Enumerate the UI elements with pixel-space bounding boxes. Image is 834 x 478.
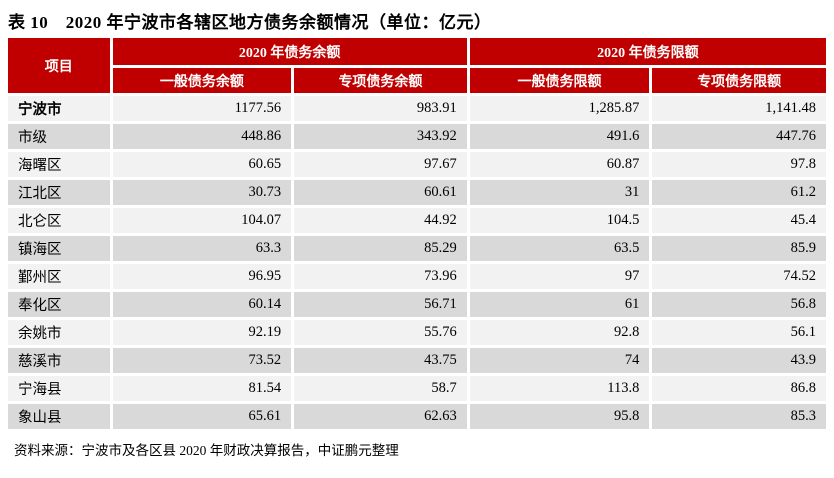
cell-special-limit: 97.8 [652, 152, 826, 177]
cell-general-balance: 60.14 [112, 292, 292, 317]
cell-general-balance: 1177.56 [112, 96, 292, 121]
debt-table: 项目 2020 年债务余额 2020 年债务限额 一般债务余额 专项债务余额 一… [5, 35, 829, 432]
cell-general-limit: 491.6 [469, 124, 650, 149]
table-body: 宁波市 1177.56 983.91 1,285.87 1,141.48 市级 … [8, 96, 826, 429]
table-row: 宁波市 1177.56 983.91 1,285.87 1,141.48 [8, 96, 826, 121]
cell-special-limit: 1,141.48 [652, 96, 826, 121]
cell-special-balance: 55.76 [294, 320, 467, 345]
table-header: 项目 2020 年债务余额 2020 年债务限额 一般债务余额 专项债务余额 一… [8, 38, 826, 93]
table-row: 海曙区 60.65 97.67 60.87 97.8 [8, 152, 826, 177]
cell-special-balance: 44.92 [294, 208, 467, 233]
table-row: 镇海区 63.3 85.29 63.5 85.9 [8, 236, 826, 261]
cell-special-limit: 74.52 [652, 264, 826, 289]
cell-special-limit: 56.1 [652, 320, 826, 345]
row-label: 余姚市 [8, 320, 110, 345]
cell-general-limit: 92.8 [469, 320, 650, 345]
cell-special-limit: 85.9 [652, 236, 826, 261]
row-label: 奉化区 [8, 292, 110, 317]
row-label: 江北区 [8, 180, 110, 205]
table-row: 奉化区 60.14 56.71 61 56.8 [8, 292, 826, 317]
table-title: 表 10 2020 年宁波市各辖区地方债务余额情况（单位：亿元） [8, 13, 492, 32]
cell-general-balance: 63.3 [112, 236, 292, 261]
table-row: 象山县 65.61 62.63 95.8 85.3 [8, 404, 826, 429]
header-general-limit: 一般债务限额 [469, 68, 650, 93]
table-row: 宁海县 81.54 58.7 113.8 86.8 [8, 376, 826, 401]
cell-special-balance: 43.75 [294, 348, 467, 373]
cell-general-limit: 113.8 [469, 376, 650, 401]
cell-general-limit: 1,285.87 [469, 96, 650, 121]
table-row: 北仑区 104.07 44.92 104.5 45.4 [8, 208, 826, 233]
cell-general-balance: 81.54 [112, 376, 292, 401]
cell-special-limit: 45.4 [652, 208, 826, 233]
cell-general-balance: 73.52 [112, 348, 292, 373]
header-special-balance: 专项债务余额 [294, 68, 467, 93]
row-label: 镇海区 [8, 236, 110, 261]
cell-special-limit: 61.2 [652, 180, 826, 205]
cell-special-limit: 447.76 [652, 124, 826, 149]
row-label: 海曙区 [8, 152, 110, 177]
header-general-balance: 一般债务余额 [112, 68, 292, 93]
row-label: 市级 [8, 124, 110, 149]
header-special-limit: 专项债务限额 [652, 68, 826, 93]
cell-general-balance: 104.07 [112, 208, 292, 233]
header-group-row: 项目 2020 年债务余额 2020 年债务限额 [8, 38, 826, 93]
cell-special-balance: 983.91 [294, 96, 467, 121]
row-label: 北仑区 [8, 208, 110, 233]
cell-special-balance: 60.61 [294, 180, 467, 205]
source-note: 资料来源：宁波市及各区县 2020 年财政决算报告，中证鹏元整理 [14, 443, 399, 458]
header-item: 项目 [8, 38, 110, 93]
row-label: 宁海县 [8, 376, 110, 401]
cell-general-balance: 96.95 [112, 264, 292, 289]
table-row: 余姚市 92.19 55.76 92.8 56.1 [8, 320, 826, 345]
cell-general-limit: 97 [469, 264, 650, 289]
cell-general-limit: 95.8 [469, 404, 650, 429]
header-group-balance: 2020 年债务余额 [112, 38, 467, 65]
cell-special-balance: 56.71 [294, 292, 467, 317]
table-row: 鄞州区 96.95 73.96 97 74.52 [8, 264, 826, 289]
cell-special-limit: 56.8 [652, 292, 826, 317]
row-label: 宁波市 [8, 96, 110, 121]
cell-special-balance: 62.63 [294, 404, 467, 429]
cell-general-balance: 65.61 [112, 404, 292, 429]
cell-general-limit: 104.5 [469, 208, 650, 233]
cell-special-limit: 85.3 [652, 404, 826, 429]
cell-general-balance: 448.86 [112, 124, 292, 149]
header-sub-row: 一般债务余额 专项债务余额 一般债务限额 专项债务限额 [8, 68, 826, 93]
cell-general-limit: 74 [469, 348, 650, 373]
cell-special-limit: 43.9 [652, 348, 826, 373]
cell-general-balance: 60.65 [112, 152, 292, 177]
cell-special-balance: 58.7 [294, 376, 467, 401]
cell-general-balance: 30.73 [112, 180, 292, 205]
table-row: 市级 448.86 343.92 491.6 447.76 [8, 124, 826, 149]
row-label: 鄞州区 [8, 264, 110, 289]
cell-general-limit: 31 [469, 180, 650, 205]
cell-general-limit: 60.87 [469, 152, 650, 177]
row-label: 象山县 [8, 404, 110, 429]
table-row: 江北区 30.73 60.61 31 61.2 [8, 180, 826, 205]
cell-general-limit: 63.5 [469, 236, 650, 261]
cell-special-balance: 97.67 [294, 152, 467, 177]
cell-special-balance: 85.29 [294, 236, 467, 261]
cell-general-limit: 61 [469, 292, 650, 317]
cell-special-balance: 73.96 [294, 264, 467, 289]
cell-special-limit: 86.8 [652, 376, 826, 401]
header-group-limit: 2020 年债务限额 [469, 38, 826, 65]
cell-special-balance: 343.92 [294, 124, 467, 149]
table-row: 慈溪市 73.52 43.75 74 43.9 [8, 348, 826, 373]
cell-general-balance: 92.19 [112, 320, 292, 345]
row-label: 慈溪市 [8, 348, 110, 373]
